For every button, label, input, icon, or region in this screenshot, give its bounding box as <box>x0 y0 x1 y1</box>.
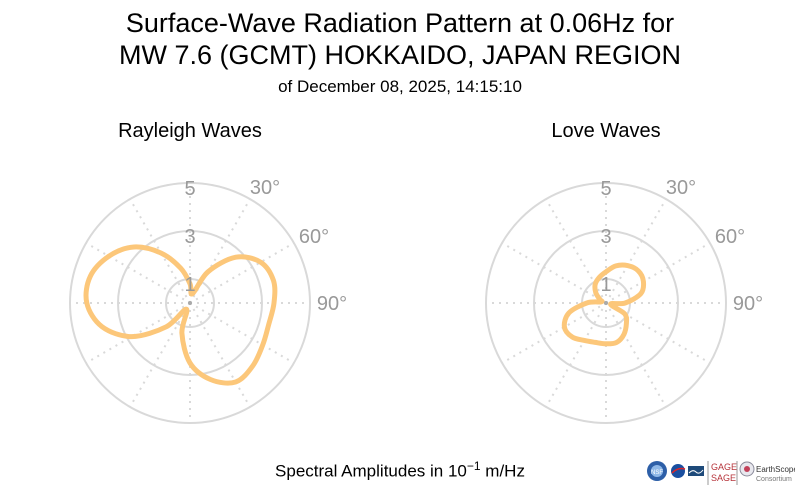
love-angle-label-90: 90° <box>733 293 763 315</box>
love-spoke-60 <box>605 242 711 304</box>
amplitude-units-caption: Spectral Amplitudes in 10−1 m/Hz <box>0 455 800 483</box>
rayleigh-spoke-240 <box>85 302 191 364</box>
rayleigh-pattern-curve <box>83 244 278 386</box>
rayleigh-spoke-210 <box>129 302 191 408</box>
love-center-dot <box>604 301 608 305</box>
earthscope-logo-text: EarthScope <box>756 465 795 474</box>
love-angle-label-60: 60° <box>715 226 745 248</box>
caption-exponent: −1 <box>466 459 481 473</box>
nsf-logo: NSF <box>647 461 667 481</box>
love-spoke-150 <box>605 302 667 408</box>
sage-logo: SAGE <box>711 473 736 483</box>
love-spoke-330 <box>545 198 607 304</box>
rayleigh-angle-label-90: 90° <box>317 293 347 315</box>
rayleigh-spoke-30 <box>189 198 251 304</box>
love-spoke-120 <box>605 302 711 364</box>
rayleigh-panel-title: Rayleigh Waves <box>118 120 262 142</box>
caption-prefix: Spectral Amplitudes in <box>275 461 448 481</box>
love-radial-label-5: 5 <box>600 178 611 200</box>
rayleigh-center-dot <box>188 301 192 305</box>
rayleigh-spoke-300 <box>85 242 191 304</box>
love-ring-3 <box>533 230 679 376</box>
caption-unit: m/Hz <box>480 461 525 481</box>
love-spoke-300 <box>501 242 607 304</box>
rayleigh-radial-label-5: 5 <box>184 178 195 200</box>
usgs-logo <box>688 466 704 476</box>
rayleigh-spoke-330 <box>129 198 191 304</box>
rayleigh-radial-label-1: 1 <box>184 274 195 296</box>
rayleigh-spoke-60 <box>189 242 295 304</box>
chart-subtitle-date: of December 08, 2025, 14:15:10 <box>278 77 522 96</box>
love-ring-5 <box>485 182 727 424</box>
love-pattern-curve <box>561 262 647 347</box>
chart-title-line-2: MW 7.6 (GCMT) HOKKAIDO, JAPAN REGION <box>118 40 682 70</box>
caption-base: 10 <box>447 461 467 481</box>
gage-logo: GAGE <box>711 462 737 472</box>
love-spoke-30 <box>605 198 667 304</box>
rayleigh-ring-5 <box>69 182 311 424</box>
sponsor-logos: NSF GAGE SAGE EarthScope Consortium <box>647 461 795 485</box>
rayleigh-spoke-120 <box>189 302 295 364</box>
love-spoke-240 <box>501 302 607 364</box>
love-radial-label-1: 1 <box>600 274 611 296</box>
nasa-logo <box>671 464 686 478</box>
rayleigh-angle-label-60: 60° <box>299 226 329 248</box>
love-spoke-210 <box>545 302 607 408</box>
consortium-logo-text: Consortium <box>756 476 792 483</box>
rayleigh-radial-label-3: 3 <box>184 226 195 248</box>
love-radial-label-3: 3 <box>600 226 611 248</box>
earthscope-logo: EarthScope Consortium <box>739 461 795 483</box>
rayleigh-ring-3 <box>117 230 263 376</box>
rayleigh-spoke-150 <box>189 302 251 408</box>
rayleigh-angle-label-30: 30° <box>250 177 280 199</box>
love-angle-label-30: 30° <box>666 177 696 199</box>
chart-title-line-1: Surface-Wave Radiation Pattern at 0.06Hz… <box>125 8 675 38</box>
love-panel-title: Love Waves <box>551 120 660 142</box>
nsf-logo-text: NSF <box>651 470 663 476</box>
